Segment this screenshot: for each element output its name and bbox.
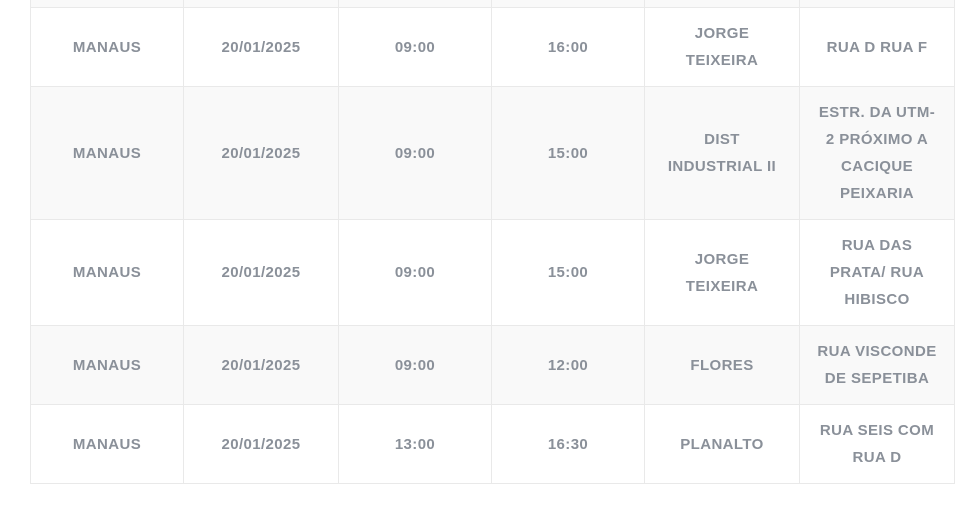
table-row: MANAUS 20/01/2025 09:00 15:00 JORGE TEIX… bbox=[31, 220, 954, 326]
schedule-table-scroll-region[interactable]: MANAUS 20/01/2025 09:00 16:00 JORGE TEIX… bbox=[30, 0, 955, 484]
cell-address: ESTR. DA UTM- 2 PRÓXIMO A CACIQUE PEIXAR… bbox=[818, 104, 936, 202]
cell-date: 20/01/2025 bbox=[184, 220, 339, 325]
table-row: MANAUS 20/01/2025 09:00 12:00 FLORES RUA… bbox=[31, 326, 954, 405]
cell-city: MANAUS bbox=[31, 405, 184, 483]
cell-start-time: 09:00 bbox=[339, 220, 492, 325]
cell-district: FLORES bbox=[645, 326, 800, 404]
cell-address: RUA DAS PRATA/ RUA HIBISCO bbox=[829, 237, 925, 308]
cell-date: 20/01/2025 bbox=[184, 8, 339, 86]
cell-city: MANAUS bbox=[31, 220, 184, 325]
table-row: MANAUS 20/01/2025 09:00 15:00 DIST INDUS… bbox=[31, 87, 954, 220]
cell-city: MANAUS bbox=[31, 326, 184, 404]
cell-date bbox=[184, 0, 339, 7]
cell-start-time bbox=[339, 0, 492, 7]
cell-address bbox=[800, 0, 954, 7]
cell-date: 20/01/2025 bbox=[184, 326, 339, 404]
cell-city: MANAUS bbox=[31, 87, 184, 219]
table-row: MANAUS 20/01/2025 13:00 16:30 PLANALTO R… bbox=[31, 405, 954, 483]
cell-date: 20/01/2025 bbox=[184, 87, 339, 219]
cell-district: JORGE TEIXEIRA bbox=[645, 220, 800, 325]
cell-end-time: 15:00 bbox=[492, 87, 645, 219]
cell-district: DIST INDUSTRIAL II bbox=[645, 87, 800, 219]
cell-address: RUA SEIS COM RUA D bbox=[819, 422, 935, 466]
cell-end-time bbox=[492, 0, 645, 7]
cell-start-time: 13:00 bbox=[339, 405, 492, 483]
table-row-partial bbox=[31, 0, 954, 8]
cell-city bbox=[31, 0, 184, 7]
cell-end-time: 12:00 bbox=[492, 326, 645, 404]
cell-address: RUA VISCONDE DE SEPETIBA bbox=[817, 343, 937, 387]
cell-address: RUA D RUA F bbox=[826, 38, 928, 56]
cell-start-time: 09:00 bbox=[339, 326, 492, 404]
cell-end-time: 16:00 bbox=[492, 8, 645, 86]
cell-district: JORGE TEIXEIRA bbox=[645, 8, 800, 86]
table-row: MANAUS 20/01/2025 09:00 16:00 JORGE TEIX… bbox=[31, 8, 954, 87]
cell-district: PLANALTO bbox=[645, 405, 800, 483]
cell-start-time: 09:00 bbox=[339, 87, 492, 219]
cell-end-time: 16:30 bbox=[492, 405, 645, 483]
cell-start-time: 09:00 bbox=[339, 8, 492, 86]
cell-date: 20/01/2025 bbox=[184, 405, 339, 483]
cell-city: MANAUS bbox=[31, 8, 184, 86]
cell-end-time: 15:00 bbox=[492, 220, 645, 325]
cell-district bbox=[645, 0, 800, 7]
